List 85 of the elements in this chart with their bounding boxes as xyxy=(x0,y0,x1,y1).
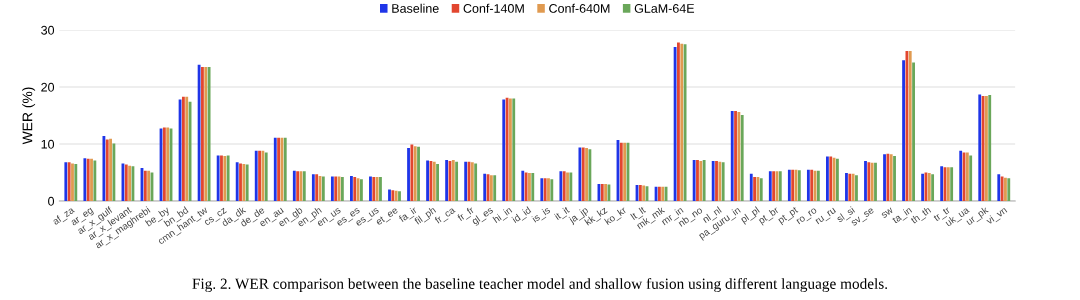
bar xyxy=(547,178,550,201)
bar xyxy=(692,159,696,201)
bar xyxy=(673,47,677,201)
bar xyxy=(588,149,592,201)
bar xyxy=(893,155,896,201)
bar xyxy=(398,191,401,201)
bar xyxy=(201,67,204,201)
bar xyxy=(836,158,839,201)
bar xyxy=(855,175,858,201)
bar xyxy=(474,163,478,201)
bar xyxy=(273,137,277,201)
bar xyxy=(71,163,74,201)
bar xyxy=(768,171,772,201)
y-tick-label: 10 xyxy=(41,139,55,149)
bar xyxy=(197,64,201,201)
bar xyxy=(806,169,810,201)
legend-label: Conf-140M xyxy=(463,3,524,13)
bar xyxy=(258,150,261,201)
bar xyxy=(585,147,588,201)
bar xyxy=(734,110,737,201)
bar xyxy=(220,155,223,201)
bar xyxy=(254,150,258,201)
bar xyxy=(931,174,935,201)
bar xyxy=(528,173,531,201)
bar xyxy=(369,176,372,201)
bar xyxy=(566,172,569,201)
y-tick-label: 0 xyxy=(48,196,55,206)
bar xyxy=(330,176,334,201)
x-tick-label: is_is xyxy=(531,206,552,224)
bar xyxy=(512,98,516,201)
bar xyxy=(787,169,791,201)
bar xyxy=(902,60,905,201)
bar xyxy=(239,163,242,201)
bar xyxy=(569,172,573,201)
bar xyxy=(696,159,699,201)
bar xyxy=(350,175,353,201)
bar xyxy=(677,42,680,201)
x-tick-label: it_it xyxy=(554,205,571,222)
bar xyxy=(185,96,189,201)
bar xyxy=(109,138,112,201)
bar xyxy=(550,179,554,201)
bar xyxy=(74,163,78,201)
bar xyxy=(417,146,420,201)
bar xyxy=(730,110,734,201)
bar xyxy=(93,160,97,201)
bar xyxy=(235,162,239,201)
bar xyxy=(292,170,296,201)
bar xyxy=(715,161,718,201)
bar xyxy=(883,154,886,201)
x-tick-label: th_th xyxy=(910,206,933,226)
bar xyxy=(912,62,915,201)
bar xyxy=(969,155,973,201)
bar xyxy=(864,161,867,201)
bar xyxy=(749,173,753,201)
x-tick-label: ru_ru xyxy=(815,207,838,226)
x-tick-label: fr_ca xyxy=(434,205,457,226)
bar xyxy=(874,162,877,201)
bar xyxy=(988,94,992,201)
caption: Fig. 2. WER comparison between the baseline teacher model and shallow fusion using different language models. xyxy=(192,277,888,293)
y-tick-label: 30 xyxy=(41,25,55,35)
bar xyxy=(90,158,93,201)
bar xyxy=(426,160,429,201)
bar xyxy=(455,161,459,201)
bar xyxy=(826,156,829,201)
bar xyxy=(379,177,382,201)
bar xyxy=(388,189,391,201)
legend-label: Baseline xyxy=(392,3,439,13)
bar xyxy=(112,143,116,201)
bar xyxy=(711,161,715,201)
bar xyxy=(360,179,363,201)
bar xyxy=(311,174,315,201)
bar xyxy=(1004,177,1007,201)
bar xyxy=(950,167,954,201)
y-tick-label: 20 xyxy=(41,82,55,92)
bar xyxy=(845,173,848,201)
bar xyxy=(407,147,410,201)
bar xyxy=(493,175,497,201)
legend-label: GLaM-64E xyxy=(634,4,695,13)
bar xyxy=(436,163,439,201)
y-axis-title: WER (%) xyxy=(22,87,36,145)
legend-label: Conf-640M xyxy=(549,3,610,13)
x-tick-label: sw xyxy=(881,207,894,219)
bar xyxy=(216,155,220,201)
bar xyxy=(1007,178,1011,201)
bar xyxy=(531,173,535,201)
